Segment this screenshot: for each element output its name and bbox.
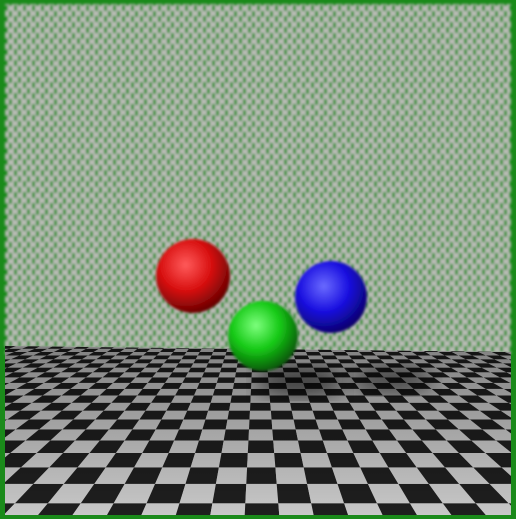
- blue-sphere: [295, 261, 367, 333]
- green-sphere: [228, 301, 298, 371]
- red-sphere: [156, 239, 230, 313]
- wall: [5, 4, 511, 354]
- shadow: [255, 366, 345, 398]
- floor-shade: [5, 346, 511, 515]
- shadow: [350, 366, 434, 394]
